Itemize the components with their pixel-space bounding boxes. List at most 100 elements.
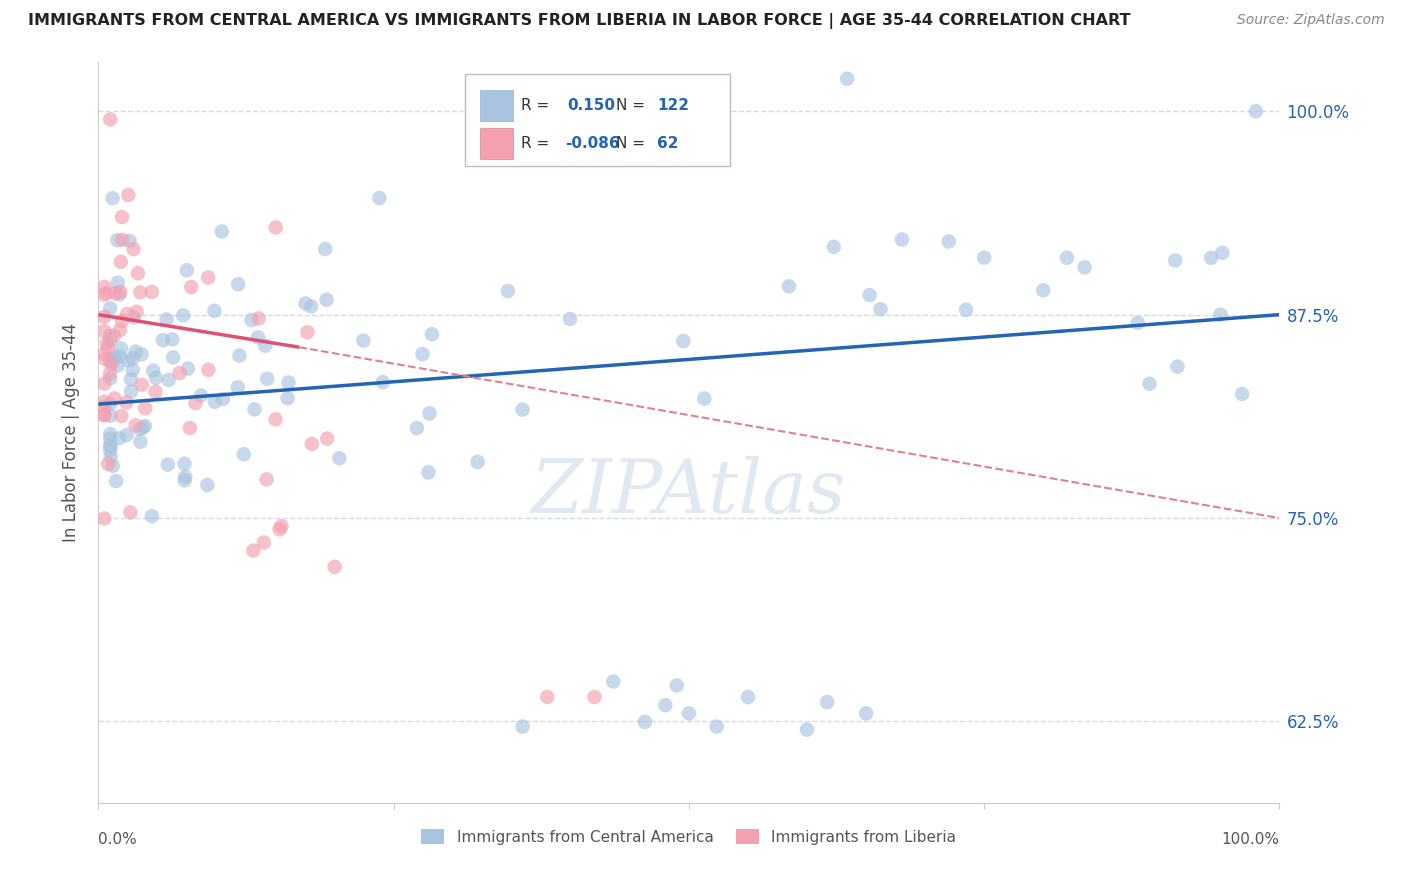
Point	[353, 334, 375, 348]
Point	[634, 714, 657, 729]
FancyBboxPatch shape	[479, 90, 513, 121]
Point	[1209, 308, 1232, 322]
Point	[1166, 359, 1188, 374]
Point	[98, 353, 121, 368]
Point	[98, 371, 121, 385]
Point	[172, 309, 194, 323]
Point	[100, 450, 122, 464]
Legend: Immigrants from Central America, Immigrants from Liberia: Immigrants from Central America, Immigra…	[415, 822, 963, 851]
Point	[179, 421, 201, 435]
Point	[368, 191, 391, 205]
Point	[1056, 251, 1078, 265]
Point	[678, 706, 700, 721]
Point	[269, 522, 291, 536]
Point	[162, 333, 184, 347]
Point	[371, 375, 394, 389]
Point	[105, 474, 128, 488]
Point	[184, 396, 207, 410]
Point	[583, 690, 606, 704]
Point	[125, 305, 148, 319]
Text: 122: 122	[657, 98, 689, 113]
Point	[247, 330, 270, 344]
Point	[93, 324, 115, 338]
Point	[270, 519, 292, 533]
Point	[195, 478, 218, 492]
Point	[122, 242, 145, 256]
Point	[197, 363, 219, 377]
Point	[145, 371, 167, 385]
Point	[796, 723, 818, 737]
Point	[247, 311, 270, 326]
Point	[301, 437, 323, 451]
Point	[162, 351, 184, 365]
Point	[111, 233, 134, 247]
Point	[602, 674, 624, 689]
Point	[323, 559, 346, 574]
Point	[110, 409, 132, 423]
Point	[406, 421, 429, 435]
Point	[100, 357, 122, 371]
Y-axis label: In Labor Force | Age 35-44: In Labor Force | Age 35-44	[62, 323, 80, 542]
Point	[110, 342, 132, 356]
Point	[98, 334, 121, 348]
Point	[103, 350, 125, 364]
Point	[108, 287, 131, 301]
Point	[855, 706, 877, 721]
Point	[536, 690, 558, 704]
Text: N =: N =	[616, 98, 645, 113]
Point	[98, 329, 121, 343]
Point	[418, 406, 440, 420]
Point	[118, 234, 141, 248]
Point	[93, 376, 115, 391]
Point	[228, 349, 250, 363]
Point	[145, 384, 167, 399]
Point	[264, 220, 287, 235]
Point	[93, 287, 115, 301]
Point	[232, 447, 254, 461]
Text: R =: R =	[522, 136, 554, 151]
Point	[176, 263, 198, 277]
Point	[108, 350, 131, 364]
Point	[173, 457, 195, 471]
Point	[314, 242, 336, 256]
Point	[211, 392, 233, 406]
Point	[1164, 253, 1187, 268]
Point	[277, 391, 299, 405]
Point	[169, 366, 191, 380]
Point	[858, 288, 880, 302]
Point	[496, 284, 519, 298]
Point	[110, 285, 132, 299]
Point	[131, 347, 153, 361]
Point	[132, 421, 155, 435]
FancyBboxPatch shape	[464, 73, 730, 166]
Point	[891, 233, 914, 247]
Point	[665, 678, 688, 692]
Point	[328, 451, 350, 466]
Point	[111, 210, 134, 224]
Point	[141, 509, 163, 524]
Point	[98, 438, 121, 452]
Text: 62: 62	[657, 136, 679, 151]
Point	[103, 328, 125, 343]
Point	[127, 266, 149, 280]
Text: 0.0%: 0.0%	[98, 832, 138, 847]
Point	[93, 347, 115, 361]
Point	[693, 392, 716, 406]
Point	[120, 505, 142, 519]
Point	[93, 408, 115, 422]
Point	[277, 376, 299, 390]
Point	[107, 359, 129, 373]
Point	[253, 535, 276, 549]
Point	[823, 240, 845, 254]
Point	[96, 336, 118, 351]
Point	[1032, 283, 1054, 297]
Point	[242, 543, 264, 558]
Point	[226, 277, 249, 292]
Point	[152, 333, 174, 347]
Point	[129, 434, 152, 449]
Point	[117, 353, 139, 368]
Point	[204, 394, 226, 409]
Point	[264, 412, 287, 426]
Point	[299, 299, 322, 313]
Point	[129, 422, 152, 436]
